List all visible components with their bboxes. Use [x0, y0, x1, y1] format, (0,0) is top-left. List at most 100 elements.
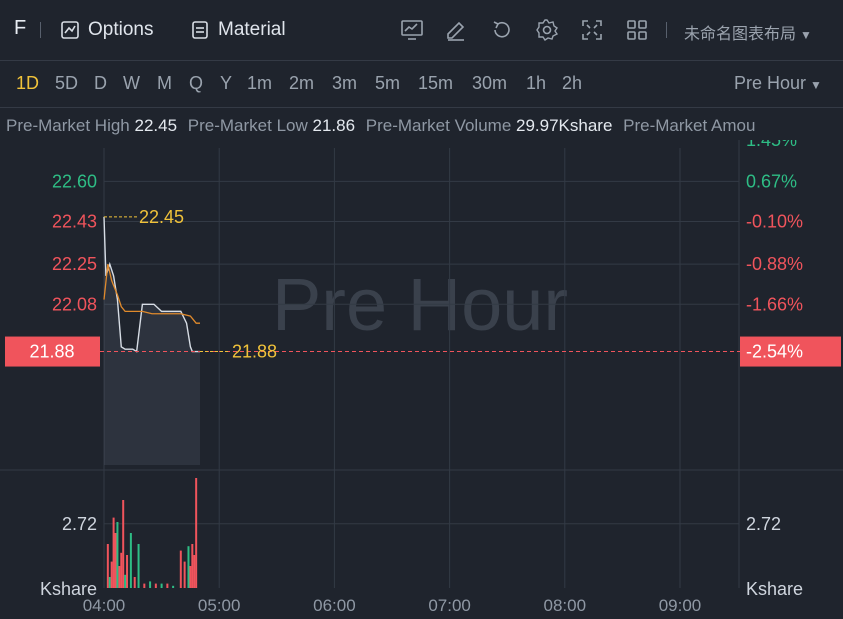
percent-tick-label: 1.45%	[746, 140, 797, 150]
volume-bar	[183, 561, 186, 588]
percent-tick-label: -0.10%	[746, 212, 803, 232]
price-tick-label: 22.08	[52, 294, 97, 314]
gear-icon[interactable]	[535, 18, 559, 42]
volume-bar	[118, 566, 121, 588]
caret-down-icon: ▼	[800, 28, 812, 42]
period-5m[interactable]: 5m	[375, 73, 401, 93]
price-tick-label: 22.43	[52, 212, 97, 232]
volume-bar	[179, 550, 182, 588]
volume-axis-label-left: 2.72	[62, 514, 97, 534]
volume-bar	[114, 533, 117, 588]
top-toolbar: F Options Material 未命名图表布局 ▼	[0, 0, 843, 61]
period-y[interactable]: Y	[220, 73, 233, 93]
period-30m[interactable]: 30m	[472, 73, 508, 93]
material-label: Material	[218, 19, 286, 40]
volume-bar	[154, 583, 157, 588]
volume-bar	[189, 566, 192, 588]
volume-bar	[137, 544, 140, 588]
volume-bar	[149, 581, 152, 588]
volume-bar	[195, 478, 198, 588]
premarket-volume-label: Pre-Market Volume	[365, 116, 512, 135]
volume-unit-left: Kshare	[40, 579, 97, 599]
volume-bar	[160, 583, 163, 588]
volume-bar	[191, 544, 194, 588]
volume-bar	[133, 577, 136, 588]
volume-bar	[112, 517, 115, 588]
volume-bar	[126, 555, 129, 588]
last-price-label: 21.88	[232, 342, 277, 362]
chart-line-icon[interactable]	[400, 18, 424, 42]
session-label: Pre Hour	[734, 73, 807, 93]
fullscreen-icon[interactable]	[580, 18, 604, 42]
current-percent-badge-label: -2.54%	[746, 342, 803, 362]
toolbar-divider	[666, 22, 667, 38]
price-line	[103, 216, 200, 353]
premarket-low-label: Pre-Market Low	[187, 116, 308, 135]
period-w[interactable]: W	[123, 73, 140, 93]
high-marker-label: 22.45	[139, 207, 184, 227]
current-price-badge	[5, 336, 100, 367]
period-selector: 1D 5D D W M Q Y 1m 2m 3m 5m 15m 30m 1h 2…	[0, 61, 843, 108]
price-tick-label: 22.60	[52, 171, 97, 191]
stock-symbol[interactable]: F	[14, 17, 27, 39]
layout-selector[interactable]: 未命名图表布局 ▼	[684, 20, 812, 44]
premarket-high-value: 22.45	[134, 116, 178, 135]
refresh-icon[interactable]	[490, 18, 514, 42]
layout-name-label: 未命名图表布局	[684, 26, 797, 43]
session-selector[interactable]: Pre Hour ▼	[734, 73, 822, 94]
period-2m[interactable]: 2m	[289, 73, 315, 93]
volume-bar	[129, 533, 132, 588]
document-icon	[192, 21, 208, 39]
volume-bar	[124, 574, 127, 588]
volume-bar	[166, 583, 169, 588]
edit-icon[interactable]	[444, 18, 468, 42]
current-price-badge-label: 21.88	[29, 342, 74, 362]
period-5d[interactable]: 5D	[55, 73, 79, 93]
x-tick-label: 05:00	[198, 596, 241, 615]
volume-unit-right: Kshare	[746, 579, 803, 599]
period-1d[interactable]: 1D	[16, 73, 40, 93]
options-label: Options	[88, 19, 154, 40]
material-button[interactable]: Material	[190, 16, 286, 44]
x-tick-label: 04:00	[83, 596, 126, 615]
period-2h[interactable]: 2h	[562, 73, 583, 93]
percent-tick-label: -0.88%	[746, 254, 803, 274]
period-1m[interactable]: 1m	[247, 73, 273, 93]
percent-tick-label: -1.66%	[746, 294, 803, 314]
volume-bar	[187, 546, 190, 588]
x-tick-label: 09:00	[659, 596, 702, 615]
premarket-stats: Pre-Market High 22.45 Pre-Market Low 21.…	[6, 116, 843, 136]
volume-axis-label-right: 2.72	[746, 514, 781, 534]
period-d[interactable]: D	[94, 73, 107, 93]
period-m[interactable]: M	[157, 73, 172, 93]
price-tick-label: 22.25	[52, 254, 97, 274]
period-15m[interactable]: 15m	[418, 73, 454, 93]
premarket-volume-value: 29.97Kshare	[516, 116, 613, 135]
premarket-amount-label: Pre-Market Amou	[623, 116, 756, 135]
x-tick-label: 06:00	[313, 596, 356, 615]
volume-bar	[116, 522, 119, 588]
volume-bar	[108, 577, 111, 588]
volume-bar	[120, 552, 123, 588]
x-tick-label: 08:00	[544, 596, 587, 615]
period-1h[interactable]: 1h	[526, 73, 547, 93]
volume-bar	[193, 555, 196, 588]
premarket-high-label: Pre-Market High	[6, 116, 130, 135]
average-line	[103, 263, 200, 324]
volume-bar	[172, 585, 175, 588]
premarket-low-value: 21.86	[312, 116, 356, 135]
period-3m[interactable]: 3m	[332, 73, 358, 93]
volume-bar	[122, 500, 125, 588]
grid-layout-icon[interactable]	[625, 18, 649, 42]
options-chart-icon	[61, 21, 79, 39]
volume-bar	[110, 561, 113, 588]
price-area	[104, 216, 200, 465]
volume-bar	[143, 583, 146, 588]
period-q[interactable]: Q	[189, 73, 204, 93]
x-tick-label: 07:00	[428, 596, 471, 615]
caret-down-icon: ▼	[810, 78, 822, 92]
toolbar-divider	[40, 22, 41, 38]
percent-tick-label: 0.67%	[746, 171, 797, 191]
options-button[interactable]: Options	[60, 16, 153, 44]
